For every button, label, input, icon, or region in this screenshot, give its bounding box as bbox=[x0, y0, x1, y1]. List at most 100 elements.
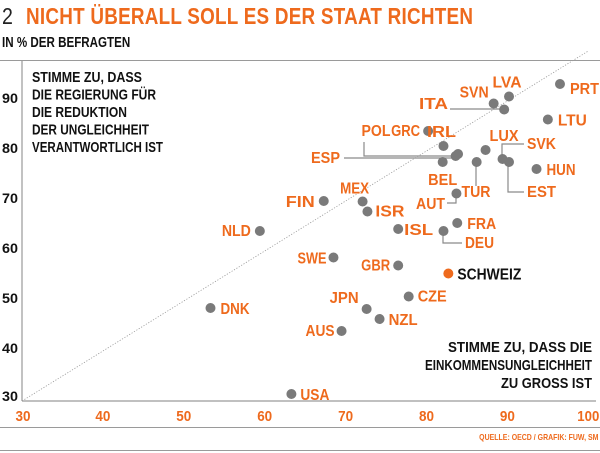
data-point-aut bbox=[451, 188, 462, 199]
title-text: NICHT ÜBERALL SOLL ES DER STAAT RICHTEN bbox=[26, 3, 474, 29]
data-point-lux bbox=[480, 145, 491, 155]
data-point-ita bbox=[499, 104, 510, 115]
data-point-bel bbox=[437, 157, 448, 167]
chart-subtitle: IN % DER BEFRAGTEN bbox=[2, 35, 131, 51]
data-point-mex bbox=[357, 196, 368, 207]
point-label-dnk: DNK bbox=[220, 301, 249, 318]
point-label-usa: USA bbox=[300, 387, 329, 404]
data-point-tur bbox=[471, 157, 482, 167]
y-axis-title-line: DER UNGLEICHHEIT bbox=[32, 122, 149, 139]
point-label-deu: DEU bbox=[465, 235, 494, 252]
y-axis-title-line: VERANTWORTLICH IST bbox=[32, 139, 163, 156]
x-axis-title-line: STIMME ZU, DASS DIE bbox=[448, 339, 592, 356]
y-tick-label: 80 bbox=[2, 140, 18, 156]
point-label-tur: TUR bbox=[462, 184, 491, 201]
footer-rule-bottom bbox=[0, 450, 600, 451]
y-axis-title-line: DIE REDUKTION bbox=[32, 104, 127, 121]
point-label-cze: CZE bbox=[418, 289, 447, 306]
data-point-swe bbox=[328, 252, 339, 263]
point-label-esp: ESP bbox=[311, 150, 340, 167]
footer-rule-top bbox=[0, 427, 600, 428]
data-point-fra bbox=[452, 218, 463, 228]
point-label-svn: SVN bbox=[460, 85, 489, 102]
x-tick-label: 70 bbox=[338, 408, 353, 425]
y-tick-label: 40 bbox=[2, 340, 18, 356]
x-tick-label: 100 bbox=[577, 408, 599, 425]
data-point-cze bbox=[403, 291, 414, 302]
point-label-est: EST bbox=[527, 184, 556, 201]
x-tick-label: 30 bbox=[16, 408, 31, 425]
data-point-deu bbox=[438, 226, 449, 236]
point-label-fra: FRA bbox=[467, 216, 496, 233]
point-label-lux: LUX bbox=[490, 128, 519, 145]
data-point-nld bbox=[254, 226, 265, 236]
data-point-irl bbox=[438, 141, 449, 151]
point-label-aut: AUT bbox=[416, 196, 445, 213]
y-axis-title-line: DIE REGIERUNG FÜR bbox=[32, 87, 156, 104]
x-axis-title: STIMME ZU, DASS DIEEINKOMMENSUNGLEICHHEI… bbox=[425, 339, 592, 392]
point-label-svk: SVK bbox=[527, 136, 556, 153]
data-point-ltu bbox=[542, 114, 553, 125]
point-label-grc: GRC bbox=[391, 123, 420, 140]
point-label-fin: FIN bbox=[286, 194, 315, 211]
leader-line-svk bbox=[501, 143, 524, 158]
source-note: QUELLE: OECD / GRAFIK: FUW, SM bbox=[478, 432, 598, 442]
y-tick-label: 70 bbox=[2, 190, 18, 206]
y-tick-label: 60 bbox=[2, 240, 18, 256]
y-tick-label: 30 bbox=[2, 388, 18, 404]
axes: 30 40 50 60 70 80 90 30 40 50 60 70 80 90 100 bbox=[2, 50, 599, 425]
point-label-nzl: NZL bbox=[389, 312, 418, 329]
x-tick-label: 60 bbox=[257, 408, 272, 425]
data-point-svn bbox=[488, 98, 499, 109]
data-point-hun bbox=[531, 164, 542, 174]
leader-line-est bbox=[507, 165, 524, 193]
point-label-schweiz: SCHWEIZ bbox=[457, 267, 521, 284]
data-point-nzl bbox=[374, 314, 385, 324]
data-point-jpn bbox=[361, 304, 372, 314]
point-label-prt: PRT bbox=[570, 81, 599, 98]
point-label-mex: MEX bbox=[340, 181, 369, 198]
point-label-isl: ISL bbox=[404, 222, 433, 239]
leader-line-pol bbox=[363, 142, 457, 157]
data-point-isl bbox=[393, 224, 404, 234]
y-tick-label: 50 bbox=[2, 290, 18, 306]
x-axis-title-line: ZU GROSS IST bbox=[501, 375, 592, 392]
point-label-nld: NLD bbox=[222, 223, 251, 240]
data-point-aus bbox=[336, 326, 347, 336]
data-point-esp bbox=[450, 151, 461, 161]
x-tick-label: 80 bbox=[419, 408, 434, 425]
point-label-aus: AUS bbox=[306, 323, 335, 340]
data-point-dnk bbox=[205, 303, 216, 313]
x-tick-label: 50 bbox=[176, 408, 191, 425]
x-tick-label: 90 bbox=[500, 408, 515, 425]
point-label-swe: SWE bbox=[297, 251, 326, 268]
top-rule bbox=[0, 60, 600, 61]
point-label-ltu: LTU bbox=[558, 113, 587, 130]
point-label-bel: BEL bbox=[428, 172, 457, 189]
data-point-grc bbox=[423, 126, 434, 136]
point-label-pol: POL bbox=[362, 123, 391, 140]
figure-number: 2 bbox=[2, 3, 13, 29]
data-points bbox=[205, 79, 565, 399]
y-tick-label: 90 bbox=[2, 90, 18, 106]
point-label-lva: LVA bbox=[493, 75, 522, 92]
data-point-isr bbox=[362, 206, 373, 217]
data-point-usa bbox=[286, 389, 297, 399]
x-axis-title-line: EINKOMMENSUNGLEICHHEIT bbox=[425, 357, 592, 374]
data-point-est bbox=[504, 157, 515, 167]
data-point-lva bbox=[504, 91, 515, 102]
data-point-gbr bbox=[393, 260, 404, 271]
point-label-jpn: JPN bbox=[330, 290, 359, 307]
leader-line-deu bbox=[442, 233, 462, 244]
data-point-fin bbox=[318, 196, 329, 206]
point-label-gbr: GBR bbox=[361, 258, 390, 275]
point-label-isr: ISR bbox=[375, 204, 404, 221]
data-point-prt bbox=[554, 79, 565, 89]
point-label-hun: HUN bbox=[547, 162, 576, 179]
point-label-irl: IRL bbox=[427, 124, 456, 141]
x-tick-label: 40 bbox=[95, 408, 110, 425]
data-point-schweiz bbox=[443, 268, 454, 279]
point-label-ita: ITA bbox=[419, 96, 449, 113]
